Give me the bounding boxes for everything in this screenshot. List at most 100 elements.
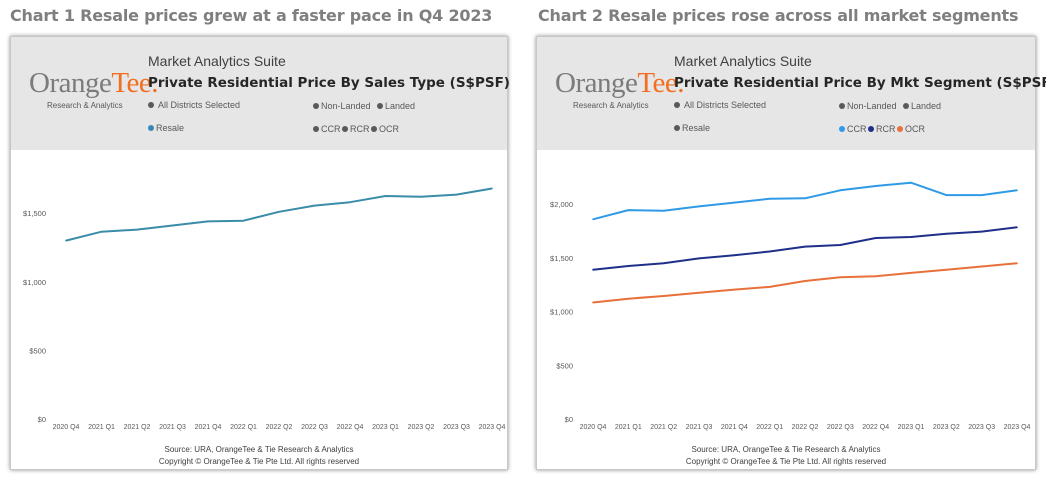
series-line-rcr [592, 226, 1018, 271]
x-tick-label: 2022 Q4 [862, 424, 889, 431]
chart1-panel: Market Analytics Suite OrangeTee. Resear… [10, 36, 510, 470]
legend-all-districts[interactable]: All Districts Selected [148, 100, 240, 110]
legend-landed[interactable]: Landed [903, 101, 941, 111]
x-tick-label: 2023 Q1 [898, 424, 925, 431]
legend-landed[interactable]: Landed [377, 101, 415, 111]
data-point-ccr [662, 209, 665, 212]
x-tick-label: 2021 Q3 [159, 424, 186, 431]
legend-ccr[interactable]: CCR [839, 124, 867, 134]
data-point-ocr [698, 292, 700, 294]
dot-icon [868, 126, 874, 132]
x-tick-label: 2022 Q3 [827, 424, 854, 431]
x-tick-label: 2023 Q2 [408, 424, 435, 431]
chart2-panel: Market Analytics Suite OrangeTee. Resear… [536, 36, 1046, 470]
data-point-rcr [839, 244, 842, 246]
legend-rcr[interactable]: RCR [342, 124, 370, 134]
data-point-rcr [910, 236, 912, 238]
data-point-rcr [1016, 226, 1018, 229]
y-tick-label: $1,500 [23, 209, 46, 218]
x-tick-label: 2021 Q1 [88, 424, 115, 431]
logo-subtitle: Research & Analytics [573, 101, 649, 110]
data-point-ccr [592, 218, 594, 221]
legend-ocr[interactable]: OCR [897, 124, 925, 134]
legend-ocr[interactable]: OCR [371, 124, 399, 134]
data-point-ccr [768, 198, 771, 200]
x-tick-label: 2021 Q4 [721, 424, 748, 431]
data-point-ocr [592, 301, 594, 304]
data-point-ocr [733, 288, 736, 291]
y-tick-label: $2,000 [550, 200, 573, 209]
x-tick-label: 2023 Q3 [443, 424, 470, 431]
copyright-text: Copyright © OrangeTee & Tie Pte Ltd. All… [158, 457, 360, 466]
y-tick-label: $1,000 [550, 308, 573, 317]
data-point-ccr [839, 189, 842, 192]
data-point-rcr [945, 232, 948, 235]
data-point-ccr [910, 181, 912, 184]
data-point-rcr [733, 254, 736, 257]
data-point-ccr [733, 201, 736, 204]
data-point-ocr [945, 268, 948, 271]
y-tick-label: $0 [38, 415, 46, 424]
suite-title: Market Analytics Suite [148, 53, 286, 69]
data-point-ocr [804, 280, 806, 282]
dot-icon [148, 125, 154, 131]
dot-icon [839, 103, 845, 109]
dot-icon [674, 125, 680, 131]
data-point-rcr [804, 245, 806, 248]
data-point-ocr [627, 297, 630, 300]
legend-non-landed[interactable]: Non-Landed [313, 101, 371, 111]
data-point-ccr [874, 185, 877, 187]
source-text: Source: URA, OrangeTee & Tie Research & … [164, 445, 354, 454]
data-point-ocr [874, 275, 877, 277]
data-point-rcr [698, 257, 700, 260]
data-point-ccr [945, 194, 948, 196]
data-point-ccr [698, 205, 700, 208]
data-point-ocr [662, 295, 665, 297]
x-tick-label: 2022 Q1 [230, 424, 257, 431]
legend-ccr[interactable]: CCR [313, 124, 341, 134]
data-point-resale [136, 228, 138, 231]
chart1-header: Market Analytics Suite OrangeTee. Resear… [11, 37, 510, 150]
x-tick-label: 2020 Q4 [53, 424, 80, 431]
legend-rcr[interactable]: RCR [868, 124, 896, 134]
data-point-resale [100, 230, 103, 233]
data-point-resale [491, 187, 493, 190]
chart1-plot: $0 $500 $1,000 $1,500 2020 Q4 2021 Q1 2021 Q2 2… [23, 187, 506, 431]
legend-resale[interactable]: Resale [148, 123, 184, 133]
x-tick-label: 2023 Q4 [479, 424, 506, 431]
x-tick-label: 2022 Q3 [301, 424, 328, 431]
logo-subtitle: Research & Analytics [47, 101, 123, 110]
x-tick-label: 2023 Q3 [968, 424, 995, 431]
copyright-text: Copyright © OrangeTee & Tie Pte Ltd. All… [685, 457, 887, 466]
source-text: Source: URA, OrangeTee & Tie Research & … [691, 445, 881, 454]
legend-resale[interactable]: Resale [674, 123, 710, 133]
chart2-plot: $0 $500 $1,000 $1,500 $2,000 2020 Q4 2021 Q1 20… [550, 181, 1031, 431]
x-tick-label: 2022 Q2 [266, 424, 293, 431]
y-tick-label: $1,500 [550, 254, 573, 263]
data-point-ocr [1016, 262, 1018, 265]
data-point-rcr [662, 262, 665, 265]
x-tick-label: 2023 Q4 [1004, 424, 1031, 431]
orangetee-logo: OrangeTee. [555, 67, 685, 99]
data-point-rcr [768, 250, 771, 253]
x-tick-label: 2021 Q3 [686, 424, 713, 431]
legend-all-districts[interactable]: All Districts Selected [674, 100, 766, 110]
data-point-resale [65, 239, 67, 242]
y-tick-label: $500 [556, 361, 573, 370]
dot-icon [371, 126, 377, 132]
x-tick-label: 2022 Q2 [792, 424, 819, 431]
dot-icon [313, 126, 319, 132]
series-line-resale [65, 187, 493, 242]
chart2-header: Market Analytics Suite OrangeTee. Resear… [537, 37, 1046, 150]
data-point-resale [384, 195, 387, 197]
chart-title: Private Residential Price By Mkt Segment… [674, 75, 1046, 91]
data-point-rcr [627, 265, 630, 267]
legend-non-landed[interactable]: Non-Landed [839, 101, 897, 111]
dot-icon [903, 103, 909, 109]
x-tick-label: 2021 Q4 [195, 424, 222, 431]
data-point-ccr [804, 197, 806, 200]
x-tick-label: 2023 Q1 [372, 424, 399, 431]
data-point-resale [455, 193, 458, 196]
x-tick-label: 2023 Q2 [933, 424, 960, 431]
data-point-resale [207, 220, 209, 223]
